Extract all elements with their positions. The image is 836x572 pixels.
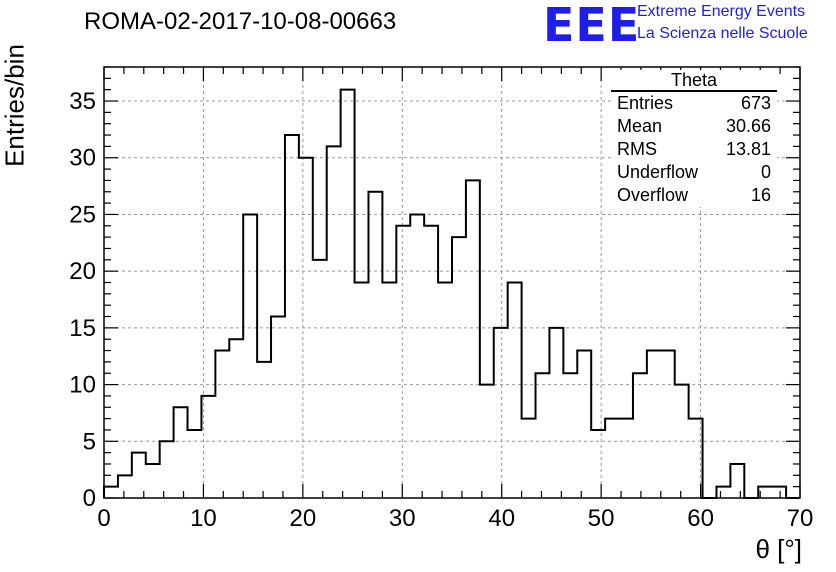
histogram-bin [466,180,480,498]
x-tick-label: 20 [290,505,317,532]
y-tick-label: 30 [69,145,96,172]
y-tick-label: 35 [69,88,96,115]
histogram-bin [229,339,243,498]
histogram-bin [536,373,550,498]
x-tick-label: 10 [190,505,217,532]
histogram-bin [549,328,563,498]
y-tick-label: 5 [83,428,96,455]
y-tick-label: 0 [83,485,96,512]
x-tick-label: 40 [488,505,515,532]
histogram-bin [188,430,202,498]
stats-label: RMS [617,139,657,159]
stats-value: 16 [750,185,771,205]
logo-text-line1: Extreme Energy Events [637,3,806,20]
x-tick-label: 70 [787,505,814,532]
y-tick-label: 20 [69,258,96,285]
histogram-bin [424,226,438,498]
histogram-bin [494,328,508,498]
histogram-bin [563,373,577,498]
y-tick-label: 10 [69,372,96,399]
y-axis-label: Entries/bin [0,44,30,167]
histogram-bin [160,441,174,498]
stats-value: 13.81 [725,139,771,159]
stats-label: Overflow [617,185,689,205]
histogram-bin [772,487,786,498]
histogram-bin [327,146,341,498]
histogram-bin [633,373,647,498]
stats-value: 30.66 [725,116,771,136]
histogram-bin [104,487,118,498]
stats-value: 0 [760,162,771,182]
stats-value: 673 [740,93,771,113]
x-tick-label: 0 [97,505,110,532]
x-tick-label: 60 [687,505,714,532]
x-axis-label: θ [°] [755,534,802,564]
stats-label: Mean [617,116,663,136]
histogram-bin [118,475,132,498]
stats-box: Theta Entries 673 Mean 30.66 RMS 13.81 U… [611,70,777,207]
histogram-bin [730,464,744,498]
histogram-bin [382,283,396,499]
histogram-bin [480,385,494,498]
chart-title: ROMA-02-2017-10-08-00663 [84,8,397,35]
histogram-bin [508,283,522,499]
histogram-outline [103,88,800,499]
histogram-bin [355,283,369,499]
x-tick-label: 30 [389,505,416,532]
axis-ticks [103,66,801,499]
stats-row-underflow: Underflow 0 [611,161,777,184]
stats-row-entries: Entries 673 [611,92,777,115]
histogram-bin [619,419,633,498]
histogram-bin [716,487,730,498]
histogram-bin [452,237,466,498]
stats-row-overflow: Overflow 16 [611,184,777,207]
histogram-bin [605,419,619,498]
histogram-bin [257,362,271,498]
histogram-bin [341,90,355,498]
tick-labels: 0 10 20 30 40 50 60 70 0 5 10 15 20 25 30 35 [69,88,813,532]
histogram-bin [438,283,452,499]
x-tick-label: 50 [588,505,615,532]
histogram-bin [313,260,327,498]
histogram-bin [591,430,605,498]
eee-logo: EEE [543,0,641,52]
histogram-bin [577,351,591,498]
histogram-series [103,88,800,499]
logo-text-line2: La Scienza nelle Scuole [637,25,808,42]
histogram-bin [647,351,661,498]
stats-row-mean: Mean 30.66 [611,115,777,138]
histogram-bin [146,464,160,498]
stats-label: Underflow [617,162,699,182]
y-axis-label-wrap: Entries/bin [0,0,30,167]
histogram-bin [368,192,382,498]
y-tick-label: 25 [69,201,96,228]
histogram-bin [661,351,675,498]
y-tick-label: 15 [69,315,96,342]
histogram-bin [243,214,257,498]
stats-title: Theta [611,70,777,92]
histogram-bin [271,317,285,498]
stats-label: Entries [617,93,674,113]
stats-row-rms: RMS 13.81 [611,138,777,161]
histogram-bin [396,226,410,498]
histogram-bin [522,419,536,498]
histogram-bin [174,407,188,498]
histogram-bin [410,214,424,498]
histogram-bin [215,351,229,498]
histogram-bin [285,135,299,498]
